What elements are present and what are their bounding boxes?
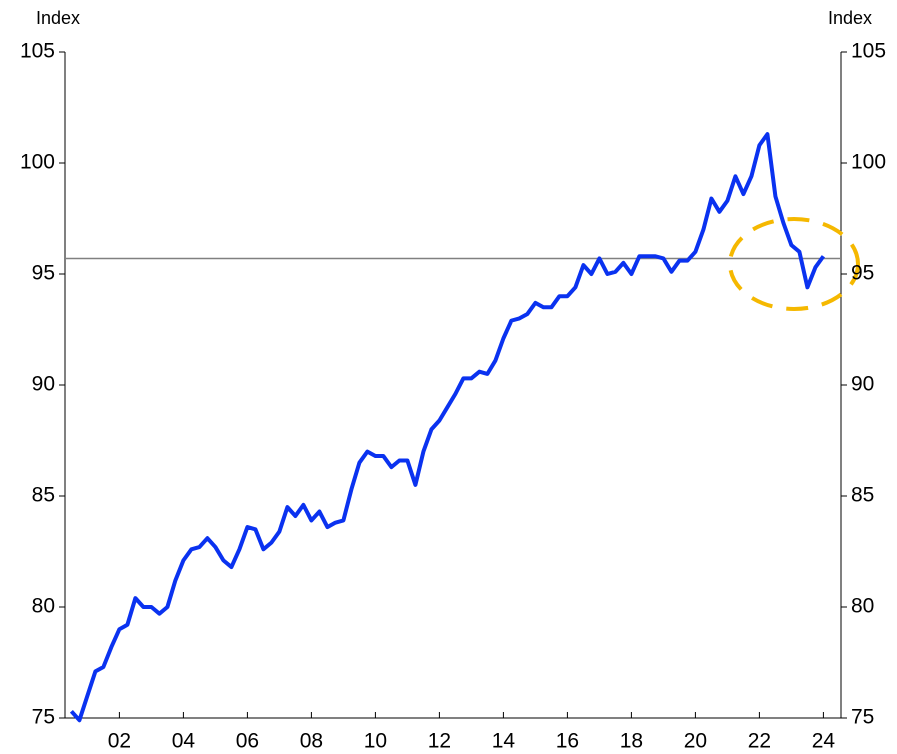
series-line	[69, 132, 826, 723]
x-tick-label: 04	[172, 730, 196, 753]
y-axis-label: Index	[36, 8, 80, 28]
y2-tick-label: 95	[851, 262, 874, 285]
x-tick-label: 18	[620, 730, 643, 753]
y-tick-label: 85	[32, 484, 55, 507]
y-tick-label: 95	[32, 262, 55, 285]
x-tick-label: 10	[364, 730, 387, 753]
y2-tick-label: 85	[851, 484, 874, 507]
y2-axis-label: Index	[828, 8, 872, 28]
y-tick-label: 105	[20, 40, 55, 63]
x-tick-label: 08	[300, 730, 323, 753]
highlight-ellipse	[728, 217, 860, 311]
y-tick-label: 90	[32, 373, 55, 396]
y-tick-label: 80	[32, 595, 55, 618]
y2-tick-label: 75	[851, 706, 874, 729]
y2-tick-label: 90	[851, 373, 874, 396]
y2-tick-label: 80	[851, 595, 874, 618]
x-tick-label: 16	[556, 730, 579, 753]
x-tick-label: 14	[492, 730, 516, 753]
x-tick-label: 12	[428, 730, 451, 753]
x-tick-label: 22	[748, 730, 771, 753]
x-tick-label: 24	[812, 730, 836, 753]
y-tick-label: 75	[32, 706, 55, 729]
x-tick-label: 02	[108, 730, 131, 753]
y-tick-label: 100	[20, 151, 55, 174]
x-tick-label: 06	[236, 730, 259, 753]
y2-tick-label: 105	[851, 40, 886, 63]
x-tick-label: 20	[684, 730, 707, 753]
y2-tick-label: 100	[851, 151, 886, 174]
